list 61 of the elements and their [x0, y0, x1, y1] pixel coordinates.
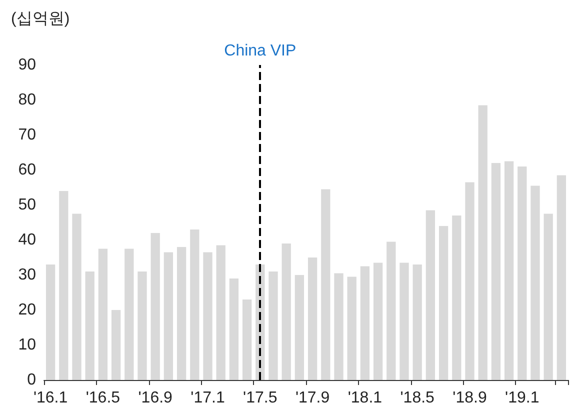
x-tick-label: '18.1 — [348, 390, 382, 406]
x-tick-label: '17.1 — [190, 390, 225, 406]
y-tick-label: 20 — [18, 302, 36, 318]
bar — [176, 247, 186, 380]
bar — [282, 244, 291, 380]
bar — [478, 105, 488, 380]
bar — [347, 276, 356, 380]
y-tick-label: 90 — [18, 56, 36, 74]
bar — [321, 189, 330, 380]
bar — [465, 182, 474, 380]
bar — [268, 272, 278, 380]
bar — [308, 258, 318, 380]
x-tick-label: '17.5 — [243, 390, 278, 406]
bar — [294, 275, 304, 380]
x-tick-label: '17.9 — [295, 390, 330, 406]
bar — [72, 214, 82, 380]
y-tick-label: 80 — [18, 92, 36, 108]
bar — [190, 230, 200, 380]
bar — [111, 310, 121, 380]
bar — [164, 252, 174, 380]
bar — [426, 210, 436, 380]
y-tick-label: 0 — [27, 372, 36, 388]
bar — [400, 262, 409, 380]
bar — [360, 266, 370, 380]
y-tick-label: 60 — [18, 162, 36, 178]
ref-line-label: China VIP — [224, 42, 296, 60]
bar — [59, 191, 68, 380]
bar — [124, 248, 134, 380]
bar — [46, 264, 56, 380]
y-tick-label: 70 — [18, 126, 36, 144]
bar — [556, 175, 566, 380]
bar — [452, 216, 462, 380]
x-tick-label: '18.9 — [452, 390, 487, 406]
bar — [334, 273, 344, 380]
bar — [530, 186, 540, 380]
bar — [438, 226, 448, 380]
y-tick-label: 50 — [18, 196, 36, 214]
x-tick-label: '16.9 — [138, 390, 173, 406]
y-axis-title: (십억원) — [11, 10, 70, 28]
bar — [203, 252, 212, 380]
bar — [242, 300, 252, 380]
bar — [150, 233, 160, 380]
x-tick-label: '16.1 — [33, 390, 68, 406]
bar — [504, 161, 514, 380]
bar — [518, 166, 527, 380]
x-tick-label: '19.1 — [505, 390, 540, 406]
bar — [138, 272, 147, 380]
bar — [412, 264, 422, 380]
y-tick-label: 10 — [18, 336, 36, 354]
bar — [216, 245, 226, 380]
y-tick-label: 40 — [18, 232, 36, 248]
x-tick-label: '18.5 — [400, 390, 435, 406]
bar — [386, 242, 396, 380]
y-tick-label: 30 — [18, 266, 36, 284]
bar — [491, 163, 501, 380]
x-tick-label: '16.5 — [86, 390, 120, 406]
bar — [544, 214, 553, 380]
bar — [85, 272, 94, 380]
bar — [98, 248, 108, 380]
bar — [373, 262, 383, 380]
bar — [229, 278, 239, 380]
